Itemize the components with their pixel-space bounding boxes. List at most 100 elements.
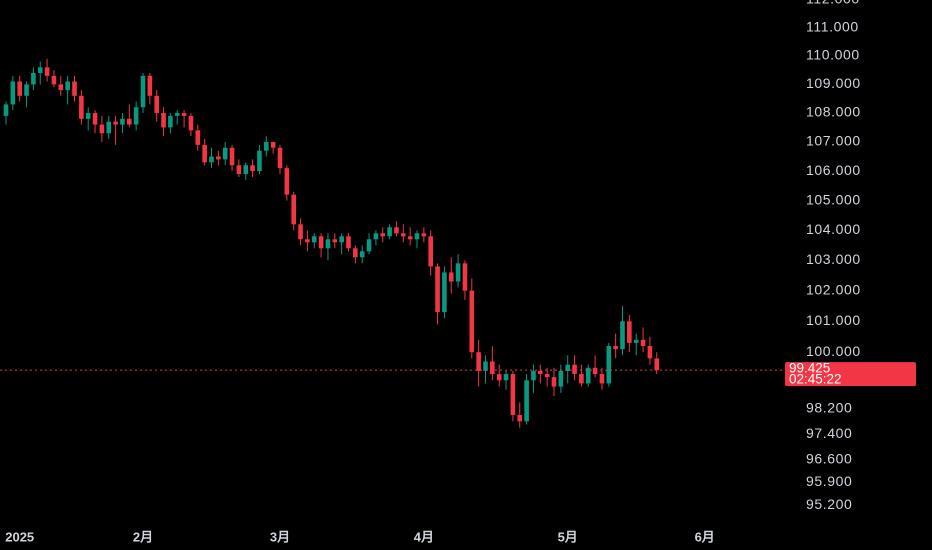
candle-body <box>572 364 577 375</box>
candle-body <box>147 75 153 96</box>
candle-body <box>503 374 509 381</box>
candle-body <box>442 272 447 313</box>
y-tick-label: 106.000 <box>806 162 861 178</box>
candle-body <box>284 168 290 195</box>
candle-body <box>325 239 331 249</box>
candle-body <box>633 339 639 343</box>
y-tick-label: 105.000 <box>806 191 861 207</box>
candle-body <box>106 121 112 134</box>
candle-body <box>565 364 570 371</box>
x-tick-label: 2025 <box>5 529 34 544</box>
candle-body <box>606 345 612 384</box>
candle-body <box>469 290 475 353</box>
candle-body <box>99 124 105 134</box>
y-tick-label: 108.000 <box>806 104 861 120</box>
x-tick-label: 5月 <box>558 529 578 544</box>
candle-body <box>174 113 180 116</box>
candle-body <box>311 236 317 243</box>
x-tick-label: 3月 <box>270 529 290 544</box>
y-tick-label: 97.400 <box>806 425 852 441</box>
candle-body <box>202 144 207 163</box>
candle-body <box>250 165 255 172</box>
candle-body <box>551 377 557 387</box>
candle-body <box>17 81 22 96</box>
y-tick-label: 104.000 <box>806 221 861 237</box>
candle-body <box>92 113 98 125</box>
y-tick-label: 96.600 <box>806 450 852 466</box>
candle-body <box>257 150 262 172</box>
candle-body <box>154 95 159 114</box>
candle-body <box>120 118 125 125</box>
y-tick-label: 102.000 <box>806 281 861 297</box>
candle-body <box>517 414 523 422</box>
y-tick-label: 98.200 <box>806 399 852 415</box>
candle-body <box>510 374 516 415</box>
x-tick-label: 6月 <box>695 529 715 544</box>
candle-body <box>428 236 433 267</box>
candle-body <box>133 107 139 125</box>
candle-body <box>3 104 9 116</box>
candle-body <box>359 251 365 258</box>
y-tick-label: 100.000 <box>806 343 861 359</box>
candle-body <box>414 233 420 240</box>
candle-body <box>613 345 618 350</box>
candle-body <box>627 321 632 343</box>
candle-body <box>229 147 235 166</box>
candle-body <box>277 147 283 169</box>
last-price-label: 99.425 <box>789 361 830 376</box>
candle-body <box>236 165 242 175</box>
candle-body <box>544 374 550 378</box>
candle-body <box>243 165 249 175</box>
candle-body <box>387 227 392 237</box>
candle-body <box>332 239 338 243</box>
candle-body <box>455 263 461 282</box>
candle-body <box>640 339 646 346</box>
candle-body <box>72 81 77 96</box>
candle-body <box>380 233 386 237</box>
x-tick-label: 2月 <box>133 529 153 544</box>
candle-body <box>58 84 64 91</box>
candle-body <box>318 236 324 249</box>
candle-body <box>476 352 481 371</box>
candle-body <box>51 75 57 85</box>
candle-body <box>85 113 91 119</box>
candle-body <box>140 75 146 108</box>
candle-body <box>401 233 406 237</box>
candle-body <box>366 239 372 252</box>
candle-body <box>483 361 488 371</box>
candle-body <box>113 121 118 125</box>
candle-body <box>373 233 379 240</box>
y-tick-label: 107.000 <box>806 133 861 149</box>
candle-body <box>448 272 454 282</box>
candle-body <box>599 374 605 384</box>
y-tick-label: 101.000 <box>806 312 861 328</box>
candle-body <box>524 380 529 422</box>
candle-body <box>79 95 84 119</box>
y-tick-label: 110.000 <box>806 47 860 63</box>
candle-body <box>579 374 584 384</box>
candle-body <box>209 156 214 163</box>
candle-body <box>181 113 187 116</box>
candle-body <box>216 156 221 160</box>
candle-body <box>346 236 351 249</box>
candle-body <box>44 67 50 76</box>
candle-body <box>592 367 598 375</box>
candle-body <box>496 374 502 381</box>
y-tick-label: 95.200 <box>806 496 852 512</box>
candle-body <box>538 370 543 375</box>
candle-body <box>270 141 276 148</box>
y-tick-label: 109.000 <box>806 75 861 91</box>
candle-body <box>10 81 16 105</box>
y-tick-label: 112.000 <box>806 0 860 7</box>
candle-body <box>168 115 173 128</box>
y-tick-label: 95.900 <box>806 473 852 489</box>
candle-body <box>65 81 70 91</box>
candle-body <box>264 141 269 151</box>
candle-body <box>490 361 495 375</box>
x-tick-label: 4月 <box>414 529 434 544</box>
candle-body <box>298 224 303 240</box>
candle-body <box>291 194 296 225</box>
candle-body <box>647 345 653 359</box>
